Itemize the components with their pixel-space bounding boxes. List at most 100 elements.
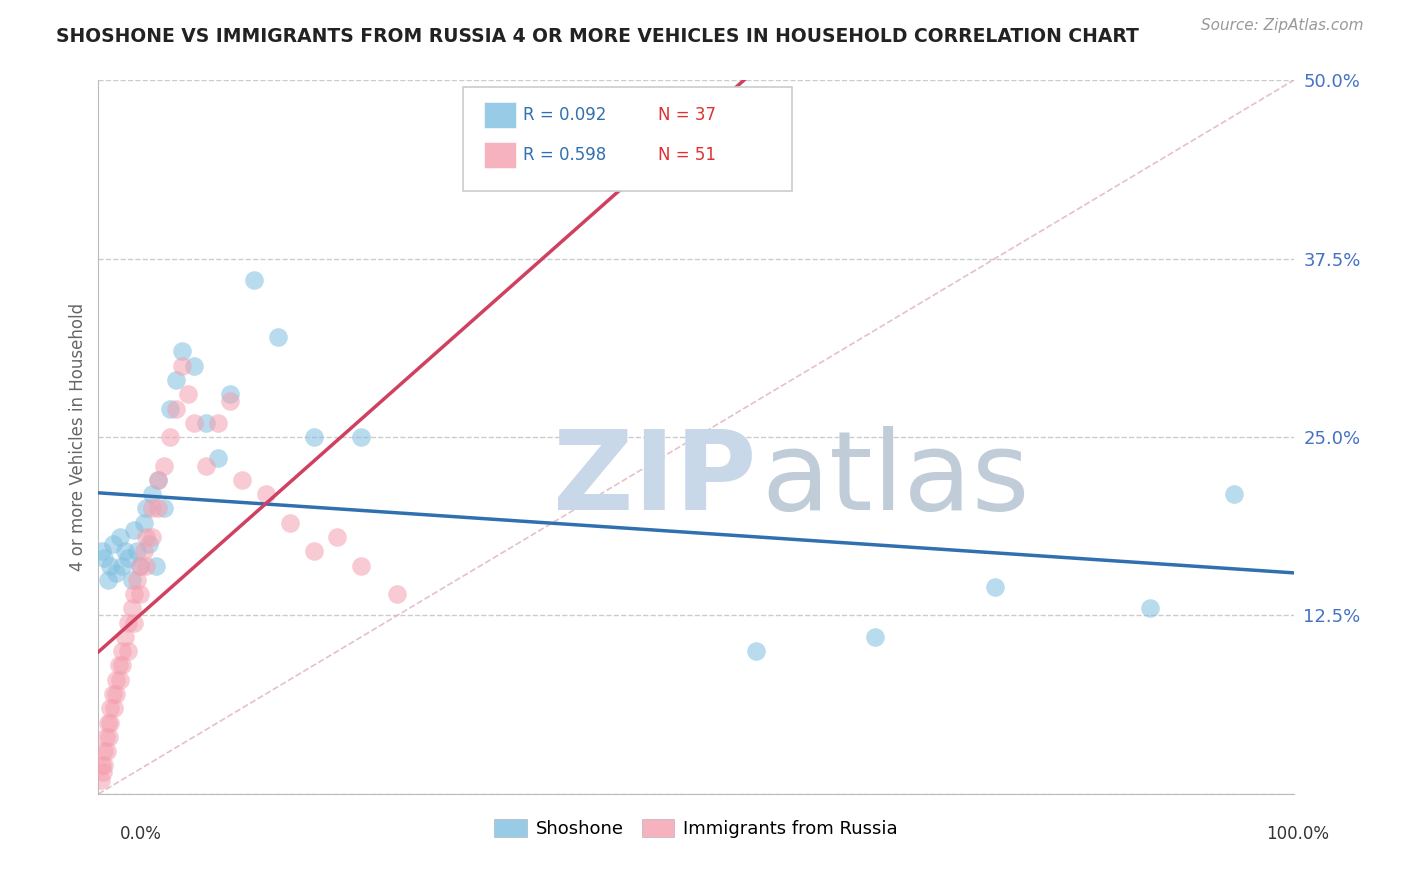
Point bbox=[350, 558, 373, 573]
Point bbox=[243, 273, 266, 287]
Point bbox=[219, 394, 242, 409]
Point bbox=[984, 580, 1007, 594]
Point bbox=[141, 487, 163, 501]
Point bbox=[124, 523, 146, 537]
Point bbox=[172, 359, 194, 373]
Point bbox=[195, 458, 218, 473]
Point bbox=[165, 373, 187, 387]
Point bbox=[124, 587, 146, 601]
Point bbox=[219, 387, 242, 401]
Point bbox=[172, 344, 194, 359]
Point bbox=[141, 501, 163, 516]
Point bbox=[101, 537, 124, 551]
Point bbox=[148, 501, 170, 516]
Point bbox=[159, 430, 181, 444]
FancyBboxPatch shape bbox=[485, 143, 516, 168]
Point bbox=[183, 359, 205, 373]
Point bbox=[165, 401, 187, 416]
Point bbox=[1223, 487, 1246, 501]
Point bbox=[124, 615, 146, 630]
Point bbox=[207, 416, 229, 430]
Text: 0.0%: 0.0% bbox=[120, 825, 162, 843]
Text: SHOSHONE VS IMMIGRANTS FROM RUSSIA 4 OR MORE VEHICLES IN HOUSEHOLD CORRELATION C: SHOSHONE VS IMMIGRANTS FROM RUSSIA 4 OR … bbox=[56, 27, 1139, 45]
Point bbox=[1139, 601, 1161, 615]
Point bbox=[145, 558, 167, 573]
Point bbox=[111, 558, 134, 573]
Point bbox=[108, 530, 131, 544]
Point bbox=[125, 544, 148, 558]
Point bbox=[195, 416, 218, 430]
Text: R = 0.092: R = 0.092 bbox=[523, 106, 606, 124]
Text: N = 37: N = 37 bbox=[658, 106, 716, 124]
Point bbox=[91, 758, 114, 772]
Point bbox=[278, 516, 301, 530]
Point bbox=[117, 644, 139, 658]
Point bbox=[385, 587, 409, 601]
Point bbox=[141, 530, 163, 544]
Point bbox=[98, 701, 122, 715]
Point bbox=[129, 558, 152, 573]
Point bbox=[111, 644, 134, 658]
Point bbox=[125, 573, 148, 587]
Text: atlas: atlas bbox=[762, 426, 1031, 533]
Point bbox=[97, 573, 120, 587]
Legend: Shoshone, Immigrants from Russia: Shoshone, Immigrants from Russia bbox=[486, 812, 905, 846]
Point bbox=[132, 516, 155, 530]
Point bbox=[302, 544, 325, 558]
Text: N = 51: N = 51 bbox=[658, 146, 716, 164]
Point bbox=[138, 537, 160, 551]
Point bbox=[865, 630, 887, 644]
Point bbox=[103, 701, 125, 715]
Point bbox=[93, 551, 115, 566]
Point bbox=[97, 715, 120, 730]
Point bbox=[132, 544, 155, 558]
Point bbox=[183, 416, 205, 430]
Point bbox=[94, 730, 117, 744]
Point bbox=[148, 473, 170, 487]
Point bbox=[153, 458, 176, 473]
FancyBboxPatch shape bbox=[485, 103, 516, 128]
FancyBboxPatch shape bbox=[463, 87, 792, 191]
Point bbox=[350, 430, 373, 444]
Text: Source: ZipAtlas.com: Source: ZipAtlas.com bbox=[1201, 18, 1364, 33]
Point bbox=[111, 658, 134, 673]
Point bbox=[96, 744, 118, 758]
Point bbox=[177, 387, 200, 401]
Point bbox=[207, 451, 229, 466]
Point bbox=[114, 544, 136, 558]
Point bbox=[254, 487, 277, 501]
Point bbox=[267, 330, 290, 344]
Point bbox=[114, 630, 136, 644]
Point bbox=[153, 501, 176, 516]
Point bbox=[148, 473, 170, 487]
Point bbox=[90, 772, 112, 787]
Point bbox=[121, 573, 143, 587]
Point bbox=[108, 673, 131, 687]
Point bbox=[91, 765, 114, 780]
Point bbox=[105, 687, 128, 701]
Text: R = 0.598: R = 0.598 bbox=[523, 146, 606, 164]
Point bbox=[129, 558, 152, 573]
Point bbox=[117, 615, 139, 630]
Point bbox=[302, 430, 325, 444]
Point bbox=[93, 744, 115, 758]
Point bbox=[135, 501, 157, 516]
Point bbox=[121, 601, 143, 615]
Point bbox=[745, 644, 768, 658]
Point bbox=[98, 558, 122, 573]
Point bbox=[107, 658, 129, 673]
Point bbox=[135, 558, 157, 573]
Point bbox=[231, 473, 253, 487]
Point bbox=[93, 758, 115, 772]
Point bbox=[159, 401, 181, 416]
Point bbox=[98, 730, 121, 744]
Text: ZIP: ZIP bbox=[553, 426, 756, 533]
Y-axis label: 4 or more Vehicles in Household: 4 or more Vehicles in Household bbox=[69, 303, 87, 571]
Point bbox=[91, 544, 114, 558]
Point bbox=[105, 673, 128, 687]
Point bbox=[101, 687, 124, 701]
Point bbox=[326, 530, 349, 544]
Point bbox=[129, 587, 152, 601]
Point bbox=[98, 715, 122, 730]
Point bbox=[105, 566, 128, 580]
